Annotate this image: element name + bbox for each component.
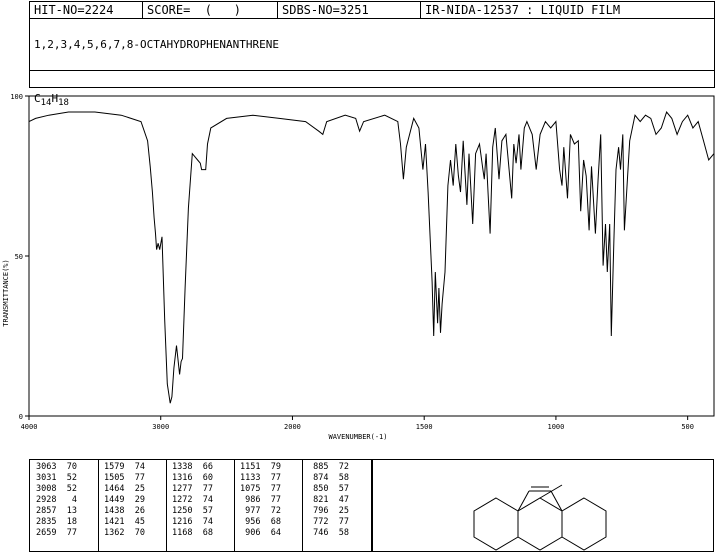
formula-h: H (51, 92, 59, 105)
column-divider (98, 460, 99, 551)
x-tick-label: 4000 (21, 423, 38, 431)
peak-entry: 2857 13 (36, 506, 77, 516)
peak-entry: 986 77 (240, 495, 281, 505)
header-divider (142, 2, 143, 19)
peak-entry: 906 64 (240, 528, 281, 538)
header-bar: HIT-NO=2224 SCORE= ( ) SDBS-NO=3251 IR-N… (29, 1, 715, 19)
header-divider (420, 2, 421, 19)
peak-table: 3063 70 3031 52 3008 52 2928 4 2857 13 2835 1… (29, 459, 372, 552)
peak-entry: 1216 74 (172, 517, 213, 527)
peak-entry: 1438 26 (104, 506, 145, 516)
peak-entry: 1250 57 (172, 506, 213, 516)
plot-frame (28, 95, 715, 417)
y-tick-label: 100 (10, 93, 23, 101)
peak-entry: 1133 77 (240, 473, 281, 483)
peak-entry: 977 72 (240, 506, 281, 516)
peak-entry: 3063 70 (36, 462, 77, 472)
hit-no: HIT-NO=2224 (34, 3, 114, 17)
peak-entry: 1579 74 (104, 462, 145, 472)
peak-entry: 1316 60 (172, 473, 213, 483)
column-divider (166, 460, 167, 551)
column-divider (234, 460, 235, 551)
ring-top (539, 484, 563, 499)
peak-entry: 772 77 (308, 517, 349, 527)
peak-entry: 3008 52 (36, 484, 77, 494)
peak-entry: 1075 77 (240, 484, 281, 494)
molecular-formula: C14H18 (34, 92, 69, 110)
x-tick-label: 1000 (547, 423, 564, 431)
formula-c-count: 14 (40, 98, 52, 109)
peak-entry: 885 72 (308, 462, 349, 472)
peak-column-4: 1151 79 1133 77 1075 77 986 77 977 72 956 … (240, 462, 281, 539)
x-tick-label: 1500 (416, 423, 433, 431)
x-tick-label: 500 (681, 423, 694, 431)
peak-entry: 1421 45 (104, 517, 145, 527)
peak-entry: 2659 77 (36, 528, 77, 538)
header-divider (277, 2, 278, 19)
formula-h-count: 18 (58, 98, 69, 109)
peak-entry: 1362 70 (104, 528, 145, 538)
peak-entry: 3031 52 (36, 473, 77, 483)
y-axis-label: TRANSMITTANCE(%) (2, 259, 10, 326)
peak-entry: 746 58 (308, 528, 349, 538)
chart-ticks: 4000 3000 2000 1500 1000 500 0 50 100 (10, 93, 694, 431)
peak-column-1: 3063 70 3031 52 3008 52 2928 4 2857 13 2835 1… (36, 462, 77, 539)
ir-spectrum-chart: 4000 3000 2000 1500 1000 500 0 50 100 TRANSMITTA… (2, 93, 715, 441)
peak-entry: 2928 4 (36, 495, 77, 505)
compound-box: 1,2,3,4,5,6,7,8-OCTAHYDROPHENANTHRENE C1… (29, 18, 715, 108)
divider (30, 70, 714, 71)
peak-entry: 821 47 (308, 495, 349, 505)
molecular-structure-diagram (473, 484, 607, 551)
peak-entry: 1272 74 (172, 495, 213, 505)
x-tick-label: 2000 (284, 423, 301, 431)
sample-info: IR-NIDA-12537 : LIQUID FILM (425, 3, 621, 17)
formula-c: C (34, 92, 41, 105)
y-tick-label: 50 (15, 253, 23, 261)
peak-entry: 1449 29 (104, 495, 145, 505)
structure-box (372, 459, 714, 552)
score: SCORE= ( ) (147, 3, 241, 17)
peak-entry: 1338 66 (172, 462, 213, 472)
peak-entry: 850 57 (308, 484, 349, 494)
bond (517, 490, 530, 512)
peak-entry: 1151 79 (240, 462, 281, 472)
peak-entry: 1277 77 (172, 484, 213, 494)
peak-entry: 1505 77 (104, 473, 145, 483)
bond (550, 490, 563, 512)
peak-column-5: 885 72 874 58 850 57 821 47 796 25 772 7… (308, 462, 349, 539)
ring-middle (517, 497, 563, 551)
sdbs-no: SDBS-NO=3251 (282, 3, 369, 17)
peak-entry: 2835 18 (36, 517, 77, 527)
peak-entry: 874 58 (308, 473, 349, 483)
peak-entry: 956 68 (240, 517, 281, 527)
ring-left (473, 497, 519, 551)
x-tick-label: 3000 (152, 423, 169, 431)
compound-name: 1,2,3,4,5,6,7,8-OCTAHYDROPHENANTHRENE (34, 38, 280, 51)
peak-entry: 1168 68 (172, 528, 213, 538)
peak-column-2: 1579 74 1505 77 1464 25 1449 29 1438 26 1421 … (104, 462, 145, 539)
spectrum-line (28, 110, 715, 404)
chart-axes (28, 95, 715, 417)
column-divider (302, 460, 303, 551)
peak-column-3: 1338 66 1316 60 1277 77 1272 74 1250 57 1216 … (172, 462, 213, 539)
ring-right (561, 497, 607, 551)
y-tick-label: 0 (19, 413, 23, 421)
peak-entry: 796 25 (308, 506, 349, 516)
x-axis-label: WAVENUMBER(-1) (328, 433, 387, 441)
peak-entry: 1464 25 (104, 484, 145, 494)
